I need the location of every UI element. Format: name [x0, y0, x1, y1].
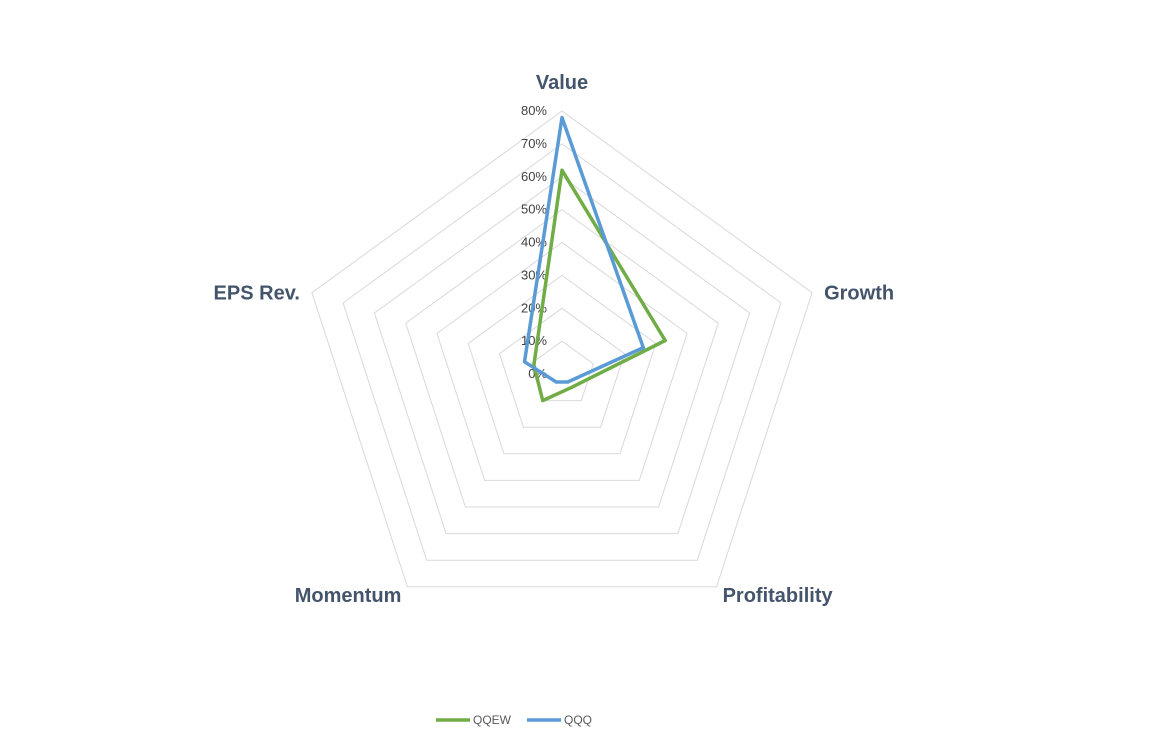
axis-label-profitability: Profitability [723, 585, 834, 607]
grid-ring-60 [373, 176, 751, 535]
grid-ring-70 [342, 143, 782, 561]
tick-label-50: 50% [521, 202, 547, 217]
grid-ring-50 [405, 208, 719, 508]
grid-ring-80 [311, 110, 813, 588]
legend: QQEW QQQ [436, 713, 592, 727]
tick-label-70: 70% [521, 136, 547, 151]
grid-ring-20 [498, 307, 626, 428]
tick-label-80: 80% [521, 103, 547, 118]
axis-label-momentum: Momentum [295, 585, 402, 607]
grid-ring-40 [436, 241, 688, 481]
axis-label-eps-rev: EPS Rev. [214, 283, 300, 305]
axis-label-value: Value [536, 72, 588, 94]
series-line-qqew [532, 168, 667, 403]
legend-item-qqq: QQQ [527, 713, 592, 727]
axis-label-growth: Growth [824, 283, 894, 305]
tick-label-30: 30% [521, 267, 547, 282]
grid-ring-30 [467, 274, 657, 455]
legend-label-qqq: QQQ [564, 713, 592, 727]
grid-layer [311, 110, 813, 588]
legend-label-qqew: QQEW [473, 713, 512, 727]
series-layer [522, 115, 667, 403]
tick-label-10: 10% [521, 333, 547, 348]
tick-label-60: 60% [521, 169, 547, 184]
axis-label-layer: Value Growth Profitability Momentum EPS Rev. [214, 72, 895, 607]
series-line-qqq [522, 115, 646, 384]
legend-item-qqew: QQEW [436, 713, 512, 727]
